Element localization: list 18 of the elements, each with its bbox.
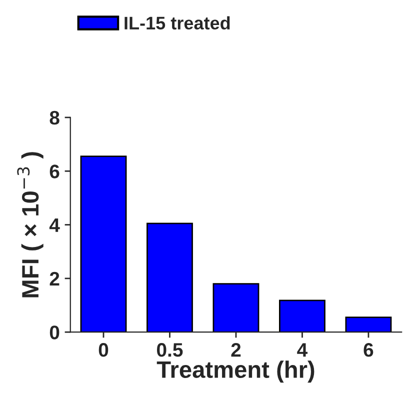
y-tick-label: 0 bbox=[50, 326, 60, 340]
legend-label: IL-15 treated bbox=[124, 16, 230, 30]
x-tick-label: 0 bbox=[98, 343, 108, 357]
bar bbox=[279, 300, 326, 332]
x-tick-label: 0.5 bbox=[156, 343, 183, 357]
y-tick-label: 8 bbox=[50, 110, 60, 125]
y-tick-label: 4 bbox=[49, 218, 60, 232]
y-tick-label: 2 bbox=[50, 272, 60, 286]
x-tick-label: 6 bbox=[364, 343, 374, 357]
bar bbox=[212, 283, 260, 332]
x-tick-label: 2 bbox=[231, 343, 241, 357]
bar bbox=[345, 316, 392, 332]
bar bbox=[146, 222, 193, 332]
y-tick-label: 6 bbox=[50, 164, 60, 178]
x-tick-label: 4 bbox=[297, 343, 308, 357]
x-axis-title: Treatment (hr) bbox=[156, 360, 314, 383]
bar bbox=[80, 156, 127, 332]
y-axis-title: MFI ( × 10$^{−3}$ ) bbox=[17, 152, 44, 298]
